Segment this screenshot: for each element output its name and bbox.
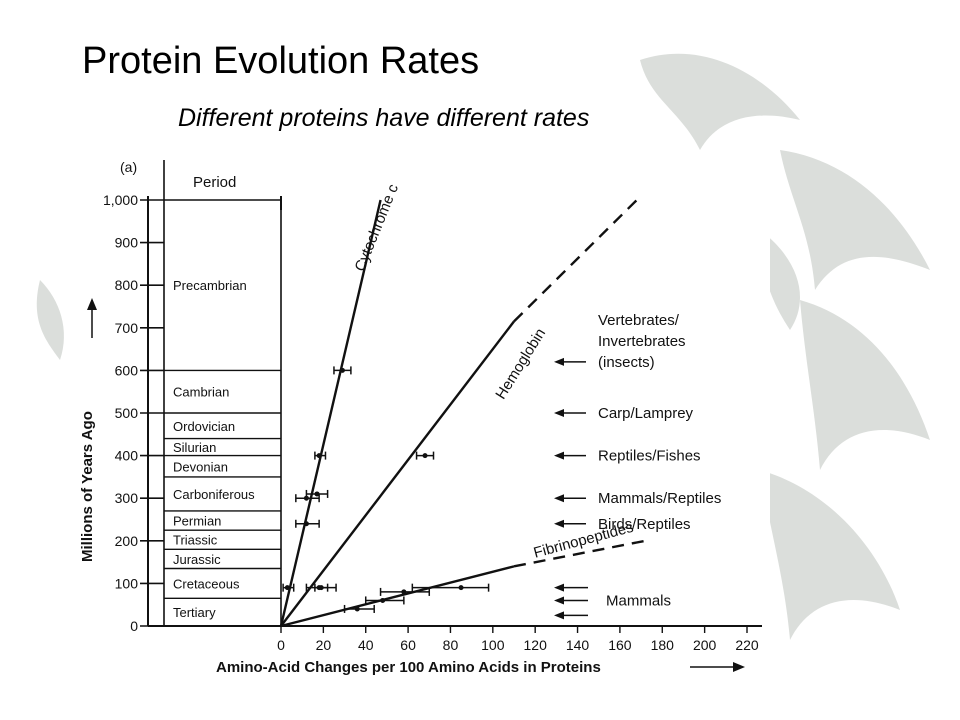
period-label-cretaceous: Cretaceous [173, 576, 240, 591]
x-tick-label: 120 [524, 637, 548, 653]
x-tick-label: 20 [316, 637, 332, 653]
period-label-triassic: Triassic [173, 533, 218, 548]
series-line-fibrinopeptides [280, 565, 515, 628]
data-point-cytochrome-c [284, 585, 290, 591]
data-point-fibrinopeptides [401, 589, 407, 595]
data-point-fibrinopeptides [458, 585, 464, 591]
divergence-mammals-arrowhead [554, 583, 564, 592]
period-label-permian: Permian [173, 514, 221, 529]
divergence-mammals-arrowhead [554, 596, 564, 605]
x-tick-label: 0 [277, 637, 285, 653]
x-tick-label: 60 [400, 637, 416, 653]
divergence-vertebrates-invertebrates-insects-label: (insects) [598, 354, 655, 371]
divergence-reptiles-fishes-arrowhead [554, 451, 564, 460]
divergence-vertebrates-invertebrates-insects-label: Vertebrates/ [598, 312, 680, 329]
data-point-cytochrome-c [303, 521, 309, 527]
x-tick-label: 220 [735, 637, 759, 653]
x-tick-label: 140 [566, 637, 590, 653]
y-tick-label: 700 [115, 320, 139, 336]
divergence-vertebrates-invertebrates-insects-arrowhead [554, 357, 564, 366]
slide-subtitle: Different proteins have different rates [178, 104, 590, 132]
period-label-jurassic: Jurassic [173, 552, 221, 567]
y-tick-label: 1,000 [103, 192, 138, 208]
period-label-precambrian: Precambrian [173, 278, 247, 293]
period-label-cambrian: Cambrian [173, 385, 229, 400]
divergence-reptiles-fishes-label: Reptiles/Fishes [598, 448, 701, 465]
divergence-vertebrates-invertebrates-insects-label: Invertebrates [598, 333, 686, 350]
period-label-ordovician: Ordovician [173, 419, 235, 434]
divergence-birds-reptiles-label: Birds/Reptiles [598, 516, 691, 533]
data-point-cytochrome-c [314, 491, 320, 497]
x-tick-label: 80 [443, 637, 459, 653]
divergence-mammals-reptiles-label: Mammals/Reptiles [598, 490, 721, 507]
y-tick-label: 400 [115, 448, 139, 464]
series-line-dashed-fibrinopeptides [513, 539, 646, 568]
divergence-carp-lamprey-label: Carp/Lamprey [598, 405, 694, 422]
x-axis-title: Amino-Acid Changes per 100 Amino Acids i… [216, 659, 601, 676]
slide-title: Protein Evolution Rates [82, 40, 480, 82]
x-tick-label: 180 [651, 637, 675, 653]
series-line-dashed-hemoglobin [513, 199, 638, 323]
divergence-mammals-reptiles-arrowhead [554, 494, 564, 503]
series-line-hemoglobin [280, 320, 515, 627]
x-tick-label: 40 [358, 637, 374, 653]
divergence-mammals-label: Mammals [606, 592, 671, 609]
divergence-carp-lamprey-arrowhead [554, 409, 564, 417]
y-tick-label: 600 [115, 362, 139, 378]
y-tick-label: 300 [115, 490, 139, 506]
data-point-hemoglobin [318, 585, 324, 591]
data-point-fibrinopeptides [380, 597, 386, 603]
y-axis-title-arrowhead [87, 298, 97, 310]
y-axis-title: Millions of Years Ago [79, 411, 96, 562]
x-tick-label: 160 [608, 637, 632, 653]
x-tick-label: 200 [693, 637, 717, 653]
data-point-hemoglobin [422, 453, 428, 459]
chart-panel-background [95, 150, 770, 680]
data-point-cytochrome-c [303, 495, 309, 501]
y-tick-label: 0 [130, 618, 138, 634]
data-point-cytochrome-c [316, 453, 322, 459]
divergence-mammals-arrowhead [554, 611, 564, 620]
x-tick-label: 100 [481, 637, 505, 653]
divergence-birds-reptiles-arrowhead [554, 519, 564, 528]
period-label-tertiary: Tertiary [173, 605, 216, 620]
y-tick-label: 200 [115, 533, 139, 549]
y-tick-label: 800 [115, 277, 139, 293]
data-point-fibrinopeptides [354, 606, 360, 612]
y-tick-label: 900 [115, 235, 139, 251]
period-header: Period [193, 174, 236, 191]
data-point-cytochrome-c [339, 367, 345, 373]
period-label-silurian: Silurian [173, 440, 216, 455]
x-axis-title-arrowhead [733, 662, 745, 672]
series-line-cytochrome-c [279, 199, 382, 627]
period-label-carboniferous: Carboniferous [173, 487, 255, 502]
y-tick-label: 100 [115, 575, 139, 591]
y-tick-label: 500 [115, 405, 139, 421]
period-label-devonian: Devonian [173, 459, 228, 474]
panel-label: (a) [120, 159, 137, 175]
